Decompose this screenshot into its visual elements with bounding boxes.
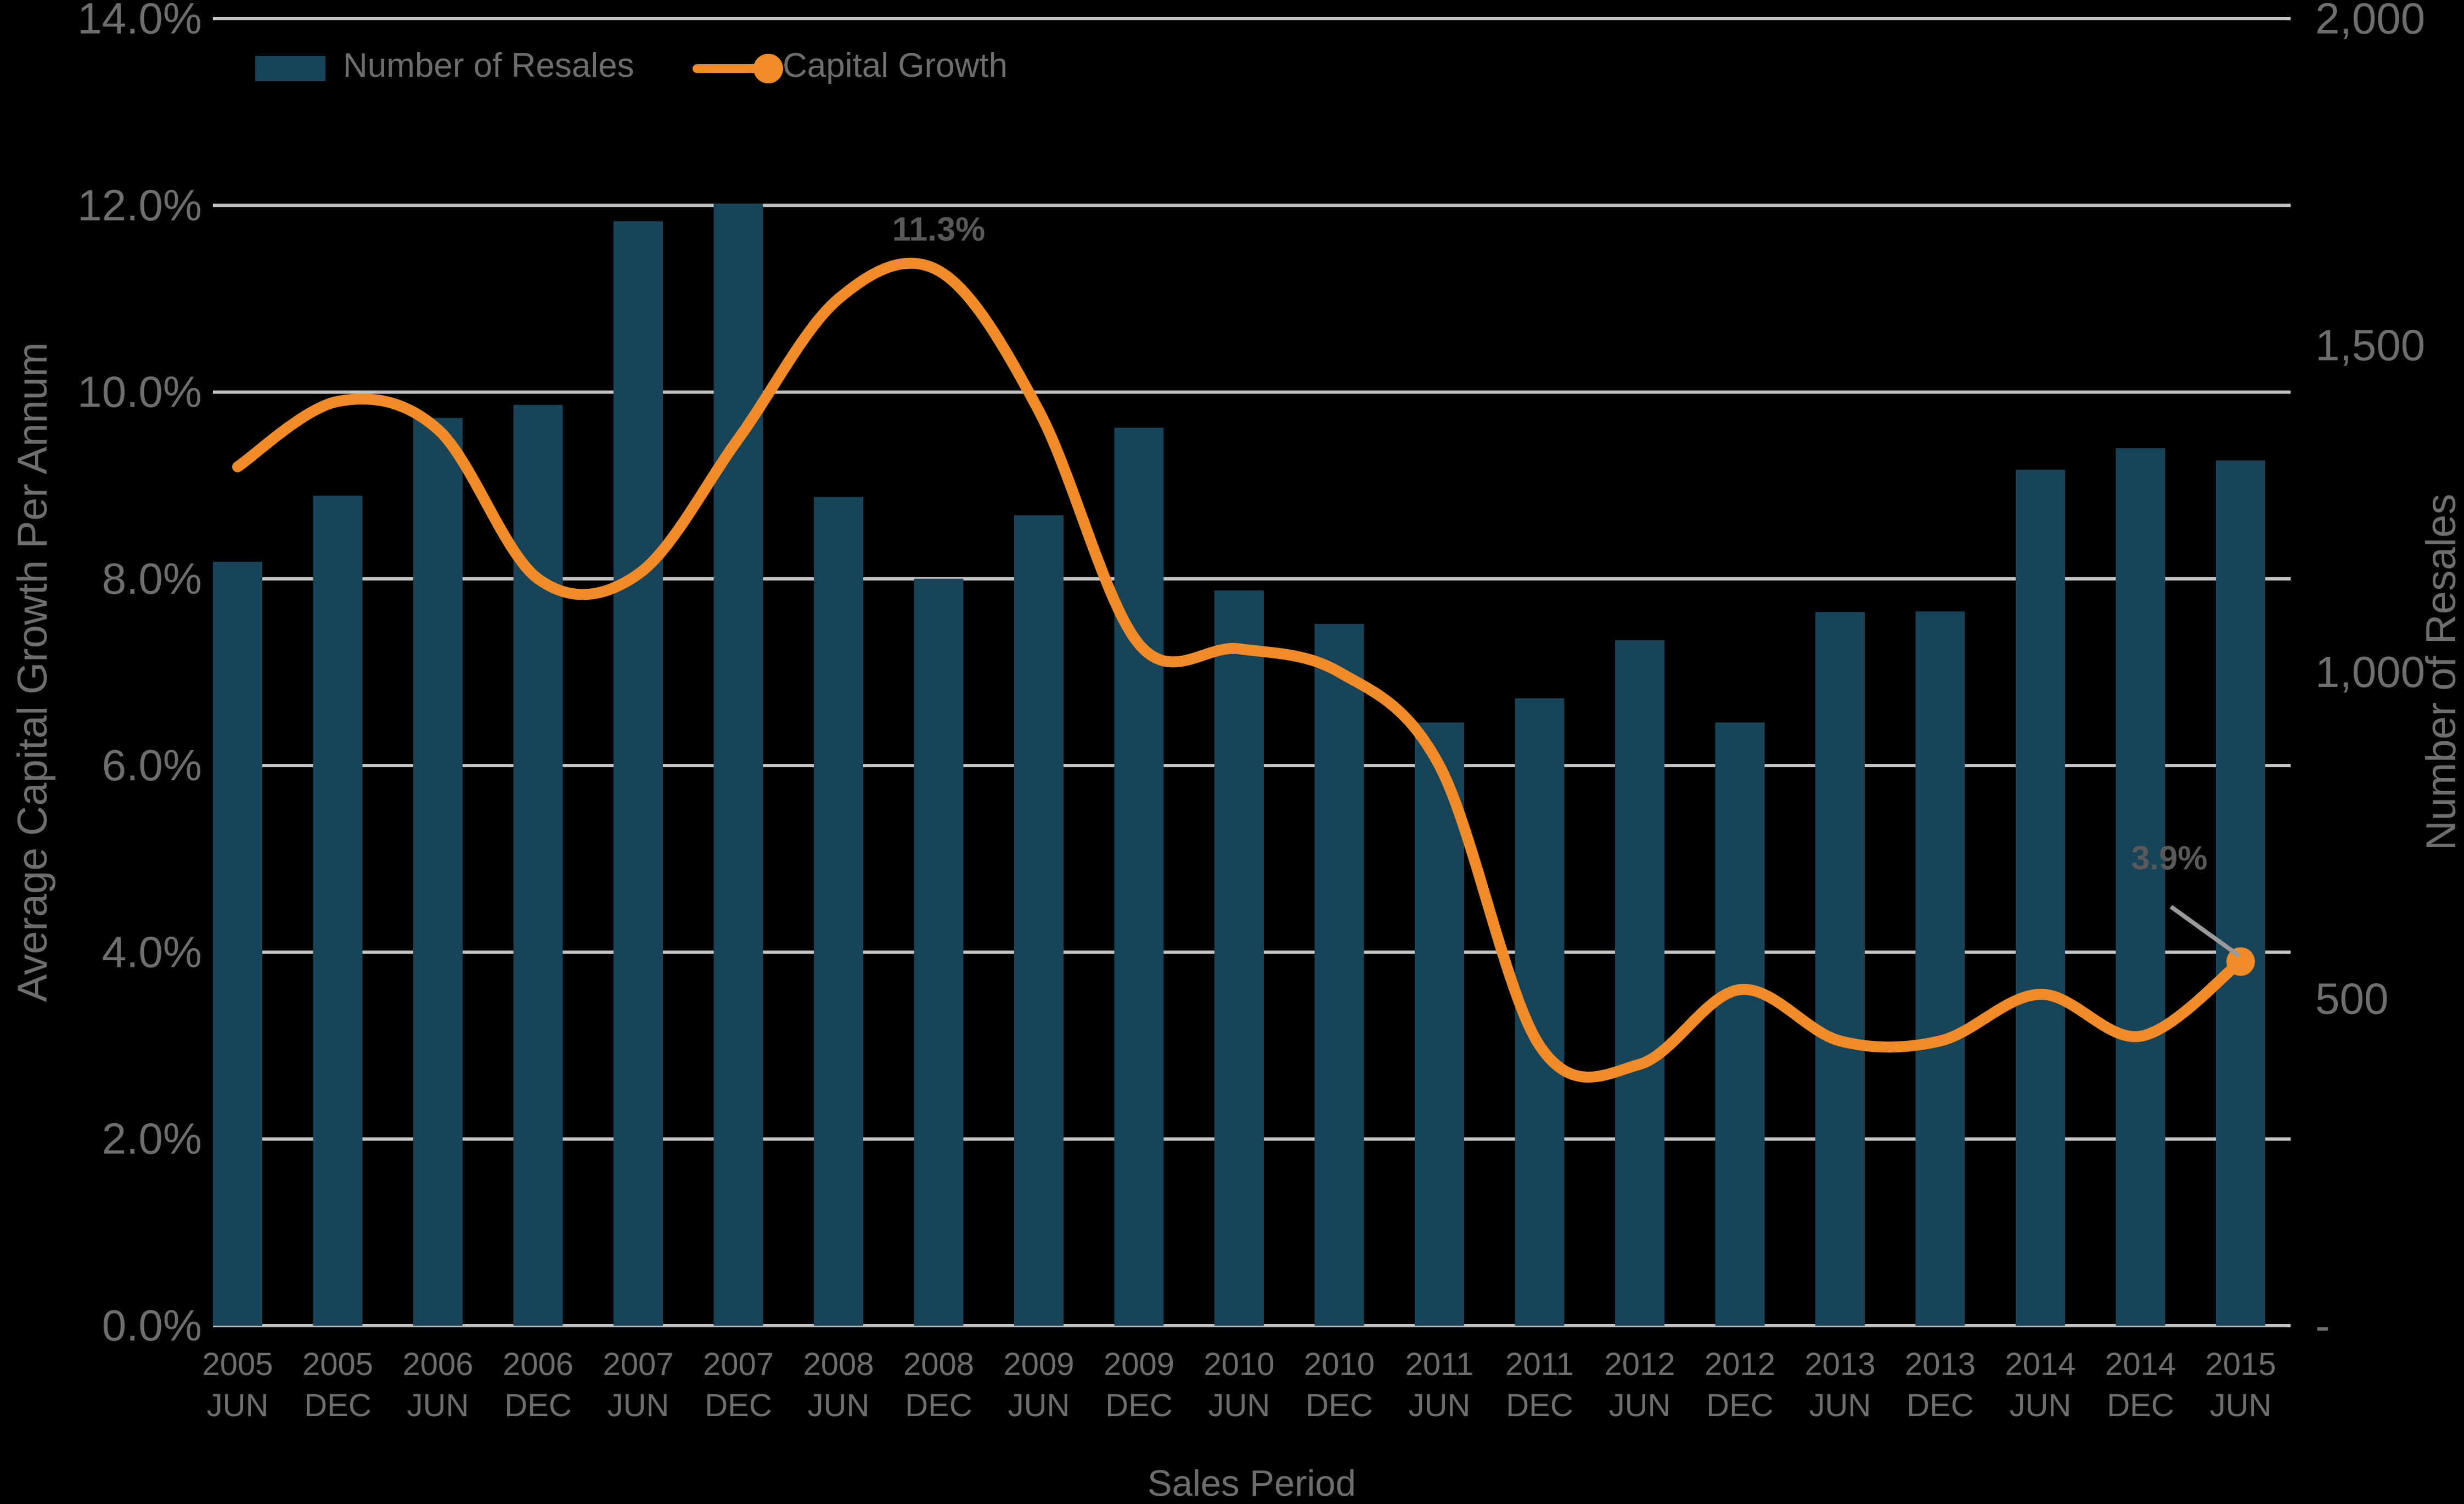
- svg-text:DEC: DEC: [1906, 1388, 1973, 1423]
- svg-text:DEC: DEC: [905, 1388, 972, 1423]
- svg-text:2009: 2009: [1104, 1347, 1174, 1382]
- svg-text:2006: 2006: [402, 1347, 473, 1382]
- svg-text:Capital Growth: Capital Growth: [783, 47, 1008, 85]
- svg-text:3.9%: 3.9%: [2131, 839, 2207, 876]
- svg-text:2011: 2011: [1405, 1347, 1474, 1382]
- svg-text:10.0%: 10.0%: [77, 368, 202, 416]
- svg-text:2007: 2007: [703, 1347, 774, 1382]
- svg-text:2012: 2012: [1604, 1347, 1675, 1382]
- svg-text:2014: 2014: [2005, 1347, 2075, 1382]
- svg-text:2,000: 2,000: [2315, 0, 2425, 43]
- svg-text:14.0%: 14.0%: [77, 0, 202, 43]
- svg-text:JUN: JUN: [2010, 1388, 2072, 1423]
- svg-text:JUN: JUN: [1609, 1388, 1671, 1423]
- svg-text:JUN: JUN: [808, 1388, 870, 1423]
- svg-text:2013: 2013: [1804, 1347, 1875, 1382]
- svg-text:Sales Period: Sales Period: [1147, 1463, 1356, 1501]
- svg-text:11.3%: 11.3%: [892, 210, 986, 247]
- svg-text:JUN: JUN: [1409, 1388, 1471, 1423]
- svg-text:2006: 2006: [503, 1347, 573, 1382]
- svg-text:DEC: DEC: [504, 1388, 571, 1423]
- svg-text:2007: 2007: [603, 1347, 673, 1382]
- svg-text:Number of Resales: Number of Resales: [2418, 494, 2464, 851]
- svg-text:JUN: JUN: [1008, 1388, 1070, 1423]
- svg-text:0.0%: 0.0%: [102, 1301, 202, 1350]
- svg-text:2009: 2009: [1003, 1347, 1074, 1382]
- svg-text:JUN: JUN: [1809, 1388, 1871, 1423]
- svg-text:Average Capital Growth Per Ann: Average Capital Growth Per Annum: [9, 342, 56, 1002]
- svg-text:2010: 2010: [1304, 1347, 1375, 1382]
- svg-text:2011: 2011: [1505, 1347, 1574, 1382]
- svg-text:2005: 2005: [202, 1347, 273, 1382]
- svg-text:1,000: 1,000: [2315, 647, 2425, 696]
- svg-text:12.0%: 12.0%: [77, 181, 202, 229]
- svg-text:DEC: DEC: [1506, 1388, 1573, 1423]
- svg-text:Number of Resales: Number of Resales: [343, 47, 634, 85]
- svg-text:2010: 2010: [1203, 1347, 1274, 1382]
- svg-text:JUN: JUN: [2210, 1388, 2272, 1423]
- svg-text:2.0%: 2.0%: [102, 1114, 202, 1163]
- svg-text:2008: 2008: [903, 1347, 974, 1382]
- svg-text:-: -: [2315, 1301, 2330, 1350]
- svg-text:DEC: DEC: [2107, 1388, 2174, 1423]
- svg-text:500: 500: [2315, 974, 2388, 1023]
- svg-text:DEC: DEC: [1306, 1388, 1372, 1423]
- svg-text:8.0%: 8.0%: [102, 554, 202, 603]
- svg-text:DEC: DEC: [1105, 1388, 1172, 1423]
- svg-text:JUN: JUN: [207, 1388, 269, 1423]
- svg-text:DEC: DEC: [1706, 1388, 1773, 1423]
- svg-text:2015: 2015: [2205, 1347, 2276, 1382]
- svg-text:DEC: DEC: [304, 1388, 371, 1423]
- svg-text:2014: 2014: [2105, 1347, 2176, 1382]
- svg-text:2012: 2012: [1704, 1347, 1775, 1382]
- svg-text:4.0%: 4.0%: [102, 927, 202, 976]
- svg-text:6.0%: 6.0%: [102, 741, 202, 790]
- svg-text:DEC: DEC: [705, 1388, 772, 1423]
- svg-text:2008: 2008: [803, 1347, 874, 1382]
- svg-text:JUN: JUN: [407, 1388, 469, 1423]
- svg-text:1,500: 1,500: [2315, 321, 2425, 370]
- svg-text:JUN: JUN: [1208, 1388, 1270, 1423]
- svg-text:2005: 2005: [302, 1347, 373, 1382]
- svg-text:JUN: JUN: [607, 1388, 670, 1423]
- svg-text:2013: 2013: [1905, 1347, 1976, 1382]
